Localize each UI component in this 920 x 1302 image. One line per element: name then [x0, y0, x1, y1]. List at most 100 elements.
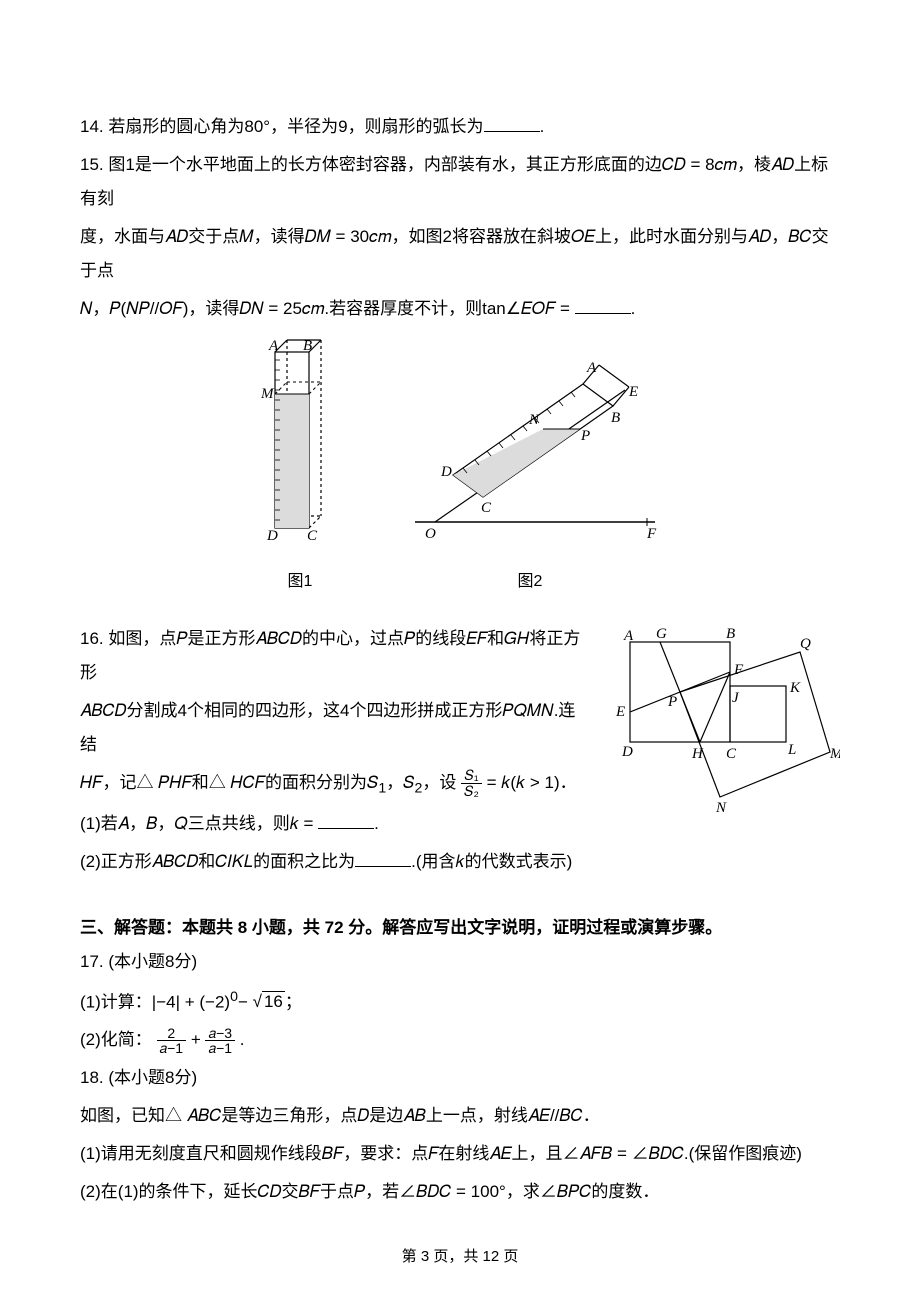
question-17-head: 17. (本小题8分) — [80, 945, 840, 979]
q16-frac-num: 𝑆₁ — [461, 768, 482, 784]
footer-t: 12 — [483, 1248, 500, 1265]
question-18-head: 18. (本小题8分) — [80, 1061, 840, 1095]
q18-l2: (1)请用无刻度直尺和圆规作线段𝐵𝐹，要求：点𝐹在射线𝐴𝐸上，且∠𝐴𝐹𝐵 = ∠… — [80, 1137, 840, 1171]
q14-b: ，半径为 — [270, 117, 338, 136]
q18-l1: 如图，已知△ 𝐴𝐵𝐶是等边三角形，点𝐷是边𝐴𝐵上一点，射线𝐴𝐸//𝐵𝐶． — [80, 1099, 840, 1133]
q17-plus: + — [191, 1030, 206, 1049]
q17-f2d: 𝑎−1 — [205, 1041, 235, 1056]
q17-p1: (1)计算：|−4| + (−2)0− √16； — [80, 983, 840, 1020]
q18-head: (本小题8分) — [104, 1068, 198, 1087]
figure-2-wrap: A E N B P D C O F 图2 — [385, 332, 675, 598]
footer-b: 页，共 — [429, 1248, 482, 1265]
fig2-caption: 图2 — [385, 566, 675, 598]
q14-r: 9 — [338, 117, 347, 136]
fig1-label-m: M — [260, 386, 275, 402]
q14-c: ，则扇形的弧长为 — [348, 117, 484, 136]
q16-num: 16. — [80, 629, 104, 648]
q15-cd: 𝐶𝐷 = 8𝑐𝑚 — [662, 155, 737, 174]
q14-num: 14. — [80, 117, 104, 136]
q17-p1b: − — [238, 992, 253, 1011]
fig2-label-b: B — [611, 410, 620, 426]
q16-p1b: . — [374, 814, 379, 833]
page: 14. 若扇形的圆心角为80°，半径为9，则扇形的弧长为. 15. 图1是一个水… — [0, 0, 920, 1302]
f3-m: M — [829, 746, 840, 762]
q16-text: 16. 如图，点𝑃是正方形𝐴𝐵𝐶𝐷的中心，过点𝑃的线段𝐸𝐹和𝐺𝐻将正方形 𝐴𝐵𝐶… — [80, 622, 592, 883]
footer-c: 页 — [499, 1248, 518, 1265]
f3-f: F — [733, 662, 744, 678]
q15-num: 15. — [80, 155, 104, 174]
q15-l3a: 𝑁，𝑃(𝑁𝑃//𝑂𝐹)，读得 — [80, 299, 239, 318]
footer-p: 3 — [421, 1248, 429, 1265]
q17-p1a: (1)计算：|−4| + (−2) — [80, 992, 230, 1011]
figure-1-wrap: A B M D C 图1 — [245, 332, 355, 598]
q16-frac-den: 𝑆₂ — [461, 784, 482, 799]
q16-t3c: ，设 — [422, 773, 456, 792]
f3-j: J — [732, 690, 740, 706]
f3-h: H — [691, 746, 704, 762]
q14-blank — [484, 114, 540, 132]
q16-p2b: .(用含𝑘的代数式表示) — [411, 852, 572, 871]
footer-a: 第 — [402, 1248, 421, 1265]
f3-e: E — [615, 704, 625, 720]
q16-t1: 如图，点𝑃是正方形𝐴𝐵𝐶𝐷的中心，过点𝑃的线段𝐸𝐹和𝐺𝐻将正方形 — [80, 629, 580, 682]
q15-l2a: 度，水面与𝐴𝐷交于点𝑀，读得 — [80, 227, 305, 246]
question-15: 15. 图1是一个水平地面上的长方体密封容器，内部装有水，其正方形底面的边𝐶𝐷 … — [80, 148, 840, 216]
q17-p2: (2)化简： 2𝑎−1 + 𝑎−3𝑎−1 . — [80, 1023, 840, 1057]
q16-t3b: ，𝑆 — [386, 773, 414, 792]
q15-dm: 𝐷𝑀 = 30𝑐𝑚 — [305, 227, 392, 246]
q18-num: 18. — [80, 1068, 104, 1087]
q15-figure-row: A B M D C 图1 — [80, 332, 840, 598]
section-3-title: 三、解答题：本题共 8 小题，共 72 分。解答应写出文字说明，证明过程或演算步… — [80, 911, 840, 945]
q15-l3c: . — [631, 299, 636, 318]
q16-t3a: 𝐻𝐹，记△ 𝑃𝐻𝐹和△ 𝐻𝐶𝐹的面积分别为𝑆 — [80, 773, 378, 792]
q16-p1a: (1)若𝐴，𝐵，𝑄三点共线，则𝑘 = — [80, 814, 318, 833]
fig1-label-b: B — [303, 338, 312, 354]
q17-exp: 0 — [230, 989, 238, 1005]
fig2-label-f: F — [646, 526, 657, 542]
f3-q: Q — [800, 636, 811, 652]
q16-s1: 1 — [378, 780, 386, 796]
fig1-label-a: A — [268, 338, 279, 354]
q17-p1c: ； — [285, 992, 302, 1011]
question-14: 14. 若扇形的圆心角为80°，半径为9，则扇形的弧长为. — [80, 110, 840, 144]
q16-frac: 𝑆₁𝑆₂ — [461, 768, 482, 798]
q16-p2a: (2)正方形𝐴𝐵𝐶𝐷和𝐶𝐼𝐾𝐿的面积之比为 — [80, 852, 355, 871]
f3-k: K — [789, 680, 801, 696]
q17-frac2: 𝑎−3𝑎−1 — [205, 1026, 235, 1056]
f3-b: B — [726, 626, 735, 642]
q17-p2b: . — [240, 1030, 245, 1049]
q16-blank2 — [355, 849, 411, 867]
figure-3-wrap: A G B Q F K J P E D H C L M N — [610, 622, 840, 844]
question-15-l2: 度，水面与𝐴𝐷交于点𝑀，读得𝐷𝑀 = 30𝑐𝑚，如图2将容器放在斜坡𝑂𝐸上，此时… — [80, 220, 840, 288]
f3-g: G — [656, 626, 667, 642]
q16-t3d: = 𝑘(𝑘 > 1)． — [487, 773, 577, 792]
q17-f1n: 2 — [157, 1026, 187, 1042]
q15-l3b: 若容器厚度不计，则tan∠𝐸𝑂𝐹 = — [329, 299, 575, 318]
f3-d: D — [621, 744, 633, 760]
fig2-label-d: D — [440, 464, 452, 480]
fig2-label-n: N — [528, 412, 540, 428]
f3-l: L — [787, 742, 796, 758]
fig2-label-c: C — [481, 500, 492, 516]
q17-f1d: 𝑎−1 — [157, 1041, 187, 1056]
page-footer: 第 3 页，共 12 页 — [0, 1242, 920, 1272]
f3-a: A — [623, 628, 634, 644]
fig1-caption: 图1 — [245, 566, 355, 598]
fig2-label-a: A — [586, 360, 597, 376]
q16-blank1 — [318, 811, 374, 829]
f3-c: C — [726, 746, 737, 762]
q17-p2a: (2)化简： — [80, 1030, 152, 1049]
f3-n: N — [715, 800, 727, 816]
q17-f2n: 𝑎−3 — [205, 1026, 235, 1042]
q15-l1a: 图1是一个水平地面上的长方体密封容器，内部装有水，其正方形底面的边 — [104, 155, 662, 174]
fig1-label-d: D — [266, 528, 278, 544]
q15-blank — [575, 296, 631, 314]
fig2-label-p: P — [580, 428, 590, 444]
question-16: 16. 如图，点𝑃是正方形𝐴𝐵𝐶𝐷的中心，过点𝑃的线段𝐸𝐹和𝐺𝐻将正方形 𝐴𝐵𝐶… — [80, 622, 840, 883]
figure-2: A E N B P D C O F — [385, 332, 675, 552]
fig2-label-e: E — [628, 384, 638, 400]
fig2-label-o: O — [425, 526, 436, 542]
q17-num: 17. — [80, 952, 104, 971]
q14-angle: 80° — [244, 117, 270, 136]
fig1-label-c: C — [307, 528, 318, 544]
